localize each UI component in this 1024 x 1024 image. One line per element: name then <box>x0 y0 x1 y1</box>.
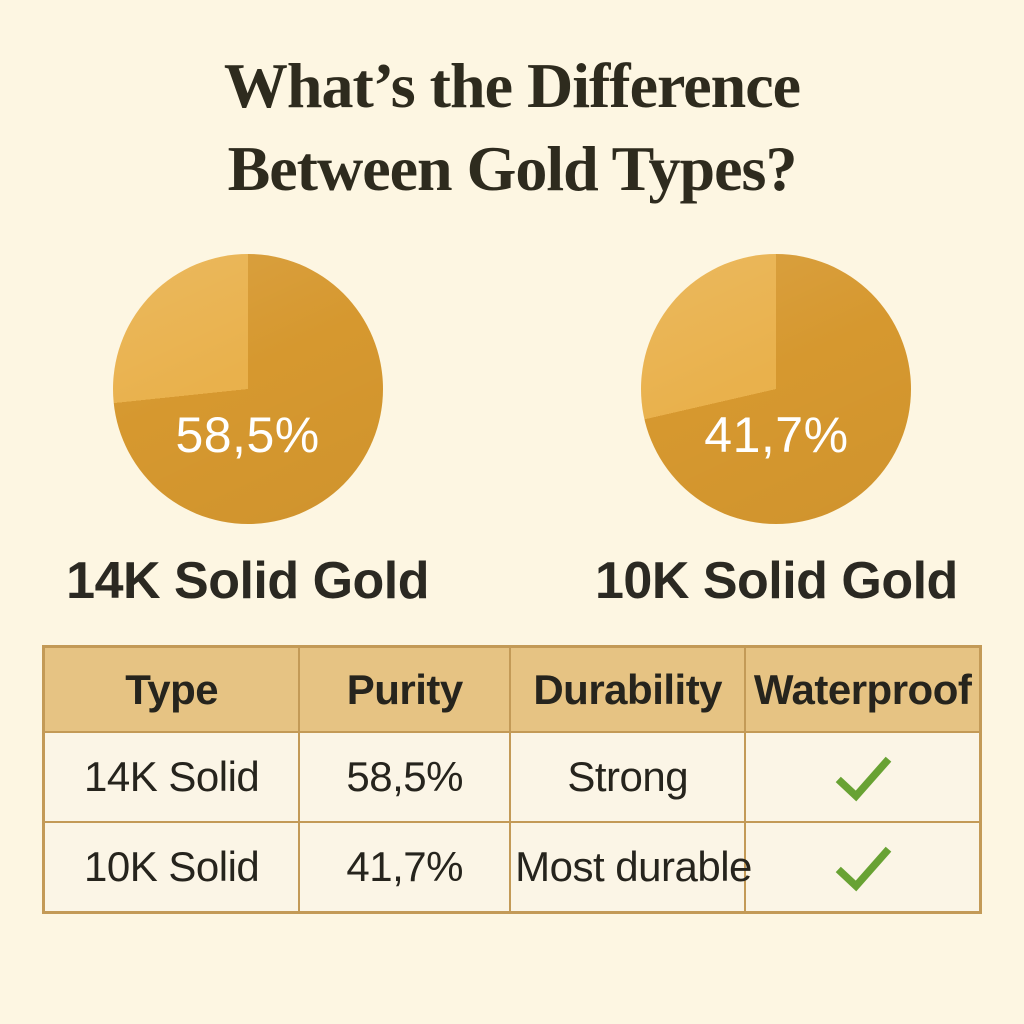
header-cell-durability: Durability <box>509 645 747 734</box>
cell-durability-10k: Most durable <box>509 821 752 914</box>
cell-type-14k: 14K Solid <box>42 731 301 824</box>
header-cell-purity: Purity <box>298 645 512 734</box>
pie-value-label-10k: 41,7% <box>704 407 849 464</box>
cell-waterproof-10k <box>744 821 982 914</box>
pie-caption-10k: 10K Solid Gold <box>595 552 958 611</box>
cell-type-10k: 10K Solid <box>42 821 301 914</box>
header-cell-type: Type <box>42 645 301 734</box>
checkmark-icon <box>835 756 891 802</box>
pie-chart-14k: 58,5% <box>112 254 383 525</box>
title-line-2: Between Gold Types? <box>227 133 798 205</box>
checkmark-icon <box>835 846 891 892</box>
pie-value-label-14k: 58,5% <box>175 407 320 464</box>
table-row-10k: 10K Solid 41,7% Most durable <box>42 821 982 914</box>
page-title: What’s the Difference Between Gold Types… <box>0 0 1024 210</box>
comparison-table: Type Purity Durability Waterproof 14K So… <box>42 644 982 914</box>
cell-durability-14k: Strong <box>509 731 747 824</box>
header-cell-waterproof: Waterproof <box>744 645 982 734</box>
table-row-14k: 14K Solid 58,5% Strong <box>42 731 982 824</box>
pie-charts-section: 58,5% 14K Solid Gold 41,7% 10K Solid Gol… <box>0 254 1024 612</box>
pie-chart-10k: 41,7% <box>641 254 912 525</box>
pie-caption-14k: 14K Solid Gold <box>66 552 429 611</box>
title-line-1: What’s the Difference <box>223 50 801 121</box>
pie-block-14k: 58,5% 14K Solid Gold <box>66 254 429 612</box>
table-header-row: Type Purity Durability Waterproof <box>42 645 982 734</box>
cell-waterproof-14k <box>744 731 982 824</box>
pie-block-10k: 41,7% 10K Solid Gold <box>595 254 958 612</box>
cell-purity-10k: 41,7% <box>298 821 512 914</box>
cell-purity-14k: 58,5% <box>298 731 512 824</box>
